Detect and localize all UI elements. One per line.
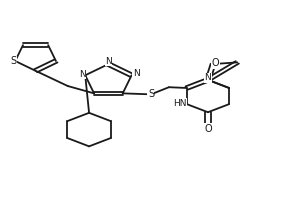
Text: N: N xyxy=(79,70,86,79)
Text: S: S xyxy=(11,56,17,66)
Text: N: N xyxy=(205,73,211,82)
Text: N: N xyxy=(105,57,112,66)
Text: S: S xyxy=(148,89,154,99)
Text: N: N xyxy=(133,69,140,78)
Text: HN: HN xyxy=(173,99,186,108)
Text: O: O xyxy=(204,124,212,134)
Text: O: O xyxy=(212,58,219,68)
